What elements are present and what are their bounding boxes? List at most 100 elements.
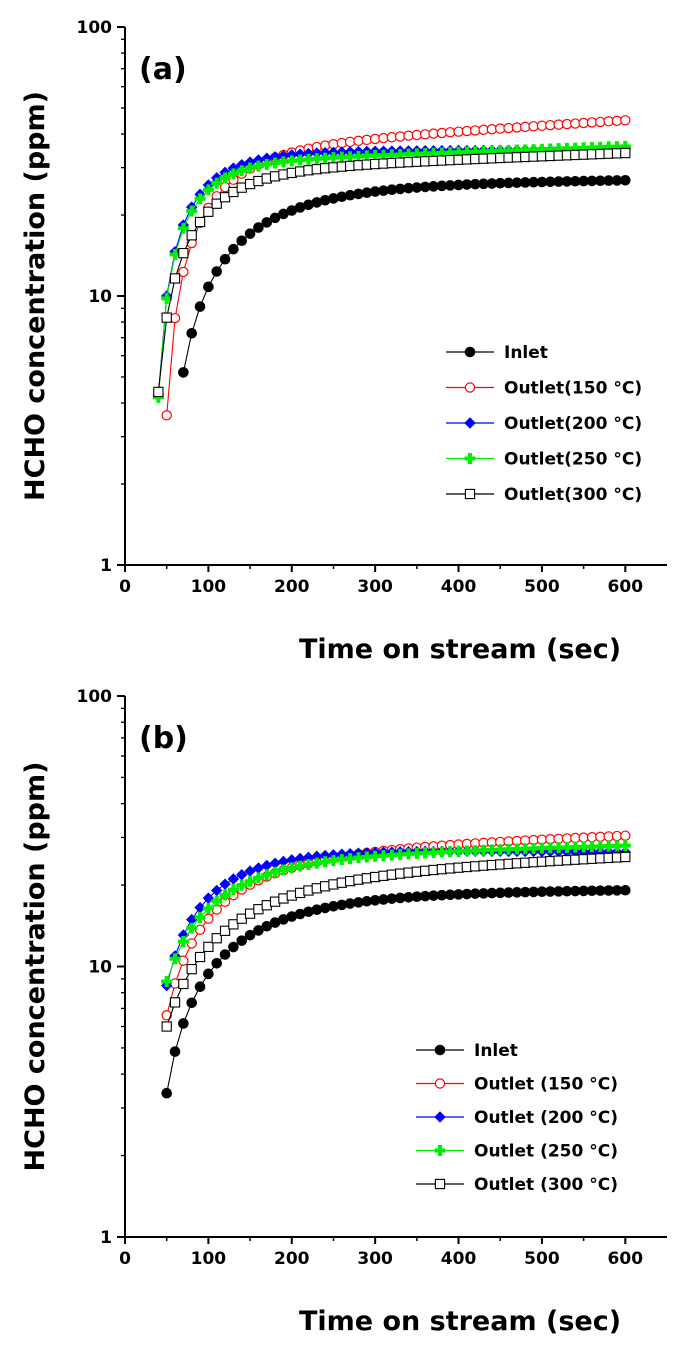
data-point [603,141,615,153]
legend-item: Outlet (150 °C) [416,1075,618,1095]
data-point [377,149,389,161]
data-point [478,145,490,157]
legend-item: Inlet [416,1041,518,1061]
legend-label: Outlet(300 °C) [504,485,642,505]
data-point [536,842,548,854]
data-point [219,172,231,184]
data-point [236,165,248,177]
data-point [302,153,314,165]
data-point [294,860,306,872]
data-point [186,230,197,241]
data-point [620,175,631,186]
data-point [228,941,239,953]
data-point [620,115,631,126]
legend-label: Outlet(200 °C) [504,414,642,434]
series-outlet-300-c [153,147,631,398]
data-point [486,844,498,856]
series-outlet-200-c [160,845,632,992]
data-point [261,158,273,170]
data-point [161,976,173,988]
data-point [519,843,531,855]
x-tick-label: 100 [191,1249,227,1269]
data-point [611,840,623,852]
data-point [194,981,206,993]
legend-marker [464,488,476,500]
data-point [152,391,164,403]
data-point [336,854,348,866]
data-point [428,147,440,159]
legend-marker [434,1178,446,1190]
data-point [528,144,540,156]
legend-marker [434,1145,446,1156]
data-point [261,869,273,881]
y-tick-label: 100 [77,687,113,707]
data-point [211,266,223,277]
data-point [178,247,189,259]
legend-item: Outlet (300 °C) [416,1175,618,1195]
data-point [611,141,623,153]
data-point [619,140,631,152]
data-point [311,153,323,165]
legend-label: Outlet (150 °C) [474,1075,618,1095]
data-point [403,148,415,160]
legend-marker [434,1111,446,1123]
data-point [594,141,606,153]
series-outlet-250-c [152,140,631,403]
legend-item: Inlet [446,343,548,363]
data-point [211,895,223,907]
data-point [353,135,364,147]
data-point [494,844,506,856]
legend-marker [464,382,476,393]
data-point [244,162,256,174]
series-outlet-250-c [161,840,631,988]
data-point [503,144,515,156]
data-point [453,845,465,857]
data-point [561,142,573,154]
data-point [178,367,189,378]
legend-marker [464,417,476,429]
legend-item: Outlet(200 °C) [446,414,642,434]
data-point [211,884,223,897]
data-point [178,978,189,990]
data-point [311,857,323,869]
data-point [252,872,264,884]
y-tick-label: 10 [88,287,112,307]
data-point [386,149,398,161]
data-point [252,160,264,172]
data-point [219,949,231,960]
y-tick-label: 1 [100,556,112,576]
data-point [294,154,306,166]
data-point [161,410,172,421]
data-point [253,925,264,936]
data-point [503,843,515,855]
x-tick-label: 300 [357,1249,393,1269]
data-point [528,842,540,854]
data-point [219,925,231,936]
legend-marker [434,1078,446,1089]
legend-label: Outlet (200 °C) [474,1108,618,1128]
legend-label: Inlet [474,1041,518,1061]
data-point [286,862,298,874]
data-point [444,846,456,858]
data-point [352,150,364,162]
data-point [394,848,406,860]
data-point [620,884,631,896]
data-point [620,830,631,841]
x-tick-label: 300 [357,577,393,597]
legend-label: Outlet (300 °C) [474,1175,618,1195]
y-axis-title: HCHO concentration (ppm) [20,762,51,1172]
data-point [227,168,239,180]
data-point [211,198,222,209]
data-point [569,142,581,154]
data-point [277,864,289,876]
data-point [186,964,197,975]
chart-panel-b: 0 100 200 300 400 500 600 1 10 100 (b) Time on stre… [20,687,667,1337]
data-point [186,205,198,217]
data-point [203,968,214,980]
data-point [336,151,348,163]
data-point [344,853,356,865]
legend-item: Outlet (250 °C) [416,1142,618,1162]
data-point [244,929,256,941]
data-point [511,144,523,156]
data-point [169,248,181,260]
